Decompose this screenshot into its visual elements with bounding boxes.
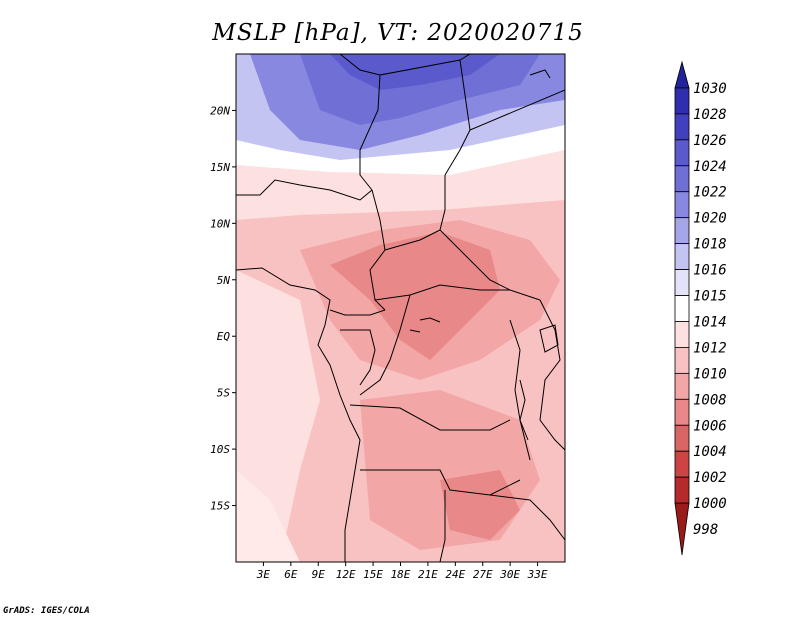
colorbar-swatch: [674, 217, 690, 245]
lon-label: 21E: [418, 568, 438, 581]
border-zambia-zimbabwe: [489, 494, 565, 541]
colorbar-label: 1002: [693, 470, 727, 486]
colorbar-swatch: [674, 191, 690, 219]
colorbar-label: 1020: [693, 211, 727, 227]
border-egypt-sudan: [469, 89, 565, 131]
field-sahara-1024: [330, 54, 500, 90]
colorbar-label: 1004: [693, 444, 727, 460]
grads-credit: GrADS: IGES/COLA: [3, 606, 90, 616]
colorbar-label: 1014: [693, 314, 727, 330]
colorbar-swatch: [674, 424, 690, 452]
red-sea-coast: [529, 69, 551, 79]
lon-label: 24E: [445, 568, 465, 581]
lake-shapes: [409, 317, 441, 333]
colorbar-label: 1008: [693, 392, 727, 408]
border-namibia-botswana: [439, 490, 446, 562]
colorbar-swatch: [674, 269, 690, 296]
atlantic-coastline: [236, 267, 361, 562]
border-east-africa: [539, 299, 565, 451]
colorbar-swatch: [674, 113, 690, 141]
lon-label: 6E: [284, 568, 298, 581]
lake-tanganyika: [519, 379, 529, 441]
colorbar-swatch: [674, 139, 690, 167]
border-angola-zambia: [360, 469, 521, 496]
border-niger-libya: [339, 54, 381, 191]
border-sahel: [236, 179, 373, 201]
colorbar-swatch: [674, 476, 690, 504]
lat-label: EQ: [217, 330, 231, 343]
colorbar-label: 1015: [693, 289, 727, 305]
lat-label: 5S: [217, 387, 231, 400]
lake-victoria: [539, 324, 559, 353]
colorbar-top-arrow: [674, 60, 690, 89]
lat-label: 15N: [210, 161, 230, 174]
colorbar-swatch: [674, 295, 690, 322]
colorbar-label: 1000: [693, 496, 727, 512]
colorbar-label: 1028: [693, 107, 727, 123]
colorbar-label: 1010: [693, 366, 727, 382]
lon-label: 18E: [391, 568, 411, 581]
map-title: MSLP [hPa], VT: 2020020715: [211, 20, 583, 46]
colorbar-swatch: [674, 87, 690, 115]
colorbar-swatch: [674, 347, 690, 374]
colorbar-label: 1006: [693, 418, 727, 434]
lat-label: 15S: [210, 500, 230, 513]
lon-label: 9E: [312, 568, 326, 581]
latitude-labels: 20N 15N 10N 5N EQ 5S 10S 15S: [210, 104, 236, 513]
colorbar-swatch: [674, 165, 690, 193]
lon-label: 12E: [336, 568, 356, 581]
field-southern-1006: [440, 470, 520, 540]
lat-label: 10S: [210, 443, 230, 456]
colorbar-label: 1026: [693, 133, 727, 149]
border-angola-drc: [349, 404, 511, 431]
colorbar-label: 1022: [693, 185, 727, 201]
field-south-atlantic-1013: [236, 470, 300, 562]
border-cameroon-gabon: [329, 309, 386, 316]
border-congo-drc: [359, 294, 411, 396]
colorbar-swatch: [674, 450, 690, 478]
field-central-1006: [330, 232, 500, 360]
lon-label: 15E: [363, 568, 383, 581]
lat-label: 10N: [210, 217, 230, 230]
border-chad-car: [384, 229, 441, 251]
lon-label: 27E: [473, 568, 493, 581]
lon-label: 33E: [527, 568, 548, 581]
colorbar-swatch: [674, 372, 690, 400]
colorbar-label: 1012: [693, 340, 727, 356]
border-east-drc: [509, 319, 531, 461]
lat-label: 5N: [217, 274, 231, 287]
country-boundaries: [236, 54, 565, 562]
colorbar-label: 998: [693, 522, 718, 538]
colorbar-swatch: [674, 398, 690, 426]
border-congo: [340, 329, 376, 386]
lon-label: 3E: [256, 568, 271, 581]
lat-label: 20N: [210, 104, 230, 117]
colorbar-label: 1024: [693, 159, 727, 175]
lon-label: 30E: [499, 568, 520, 581]
pressure-field: [236, 54, 565, 562]
colorbar-label: 1018: [693, 237, 727, 253]
colorbar-label: 1030: [693, 81, 727, 97]
colorbar-swatch: [674, 243, 690, 270]
border-libya-egypt-chad: [379, 54, 471, 176]
colorbar-label: 1016: [693, 263, 727, 279]
longitude-labels: 3E 6E 9E 12E 15E 18E 21E 24E 27E 30E 33E: [256, 562, 548, 581]
border-chad-cameroon: [369, 189, 386, 311]
colorbar-swatch: [674, 321, 690, 348]
colorbar: 1030 1028 1026 1024 1022 1020 1018 1016 1015 1014…: [674, 60, 727, 556]
colorbar-bottom-arrow: [674, 502, 690, 556]
border-sudan: [439, 175, 511, 291]
border-car-drc: [374, 284, 541, 301]
